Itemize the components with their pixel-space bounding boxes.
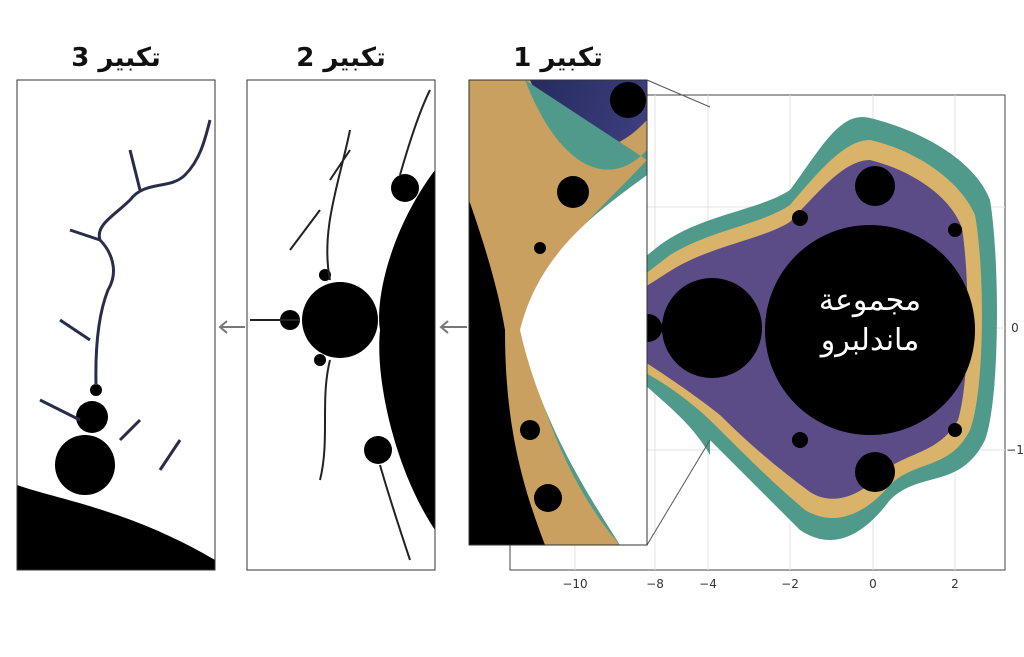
connector — [646, 439, 711, 546]
zoom-1 — [469, 80, 647, 545]
zoom-2-frame — [246, 79, 436, 571]
panel-title: تكبير 3 — [71, 43, 160, 73]
x-tick-label: 0 — [869, 577, 877, 591]
x-tick-label: −8 — [646, 577, 664, 591]
main-label: مجموعة — [819, 283, 921, 318]
panel-title: تكبير 1 — [513, 43, 602, 73]
connector — [646, 79, 711, 108]
zoom-2 — [247, 80, 435, 570]
main-label: ماندلبرو — [819, 323, 920, 358]
x-tick-label: −10 — [562, 577, 587, 591]
arrows — [218, 320, 467, 334]
zoom-3 — [17, 80, 215, 570]
y-tick-label: −1 — [1006, 443, 1024, 457]
set-body — [530, 166, 975, 492]
zoom-1-frame — [468, 79, 648, 546]
x-tick-label: 2 — [951, 577, 959, 591]
y-tick-label: 0 — [1011, 321, 1019, 335]
main-plot: مجموعة ماندلبرو −10 −8 −4 −2 0 2 0 −1 — [509, 79, 1024, 591]
x-tick-label: −2 — [781, 577, 799, 591]
zoom-3-frame — [16, 79, 216, 571]
x-tick-label: −4 — [699, 577, 717, 591]
panel-title: تكبير 2 — [296, 43, 385, 73]
